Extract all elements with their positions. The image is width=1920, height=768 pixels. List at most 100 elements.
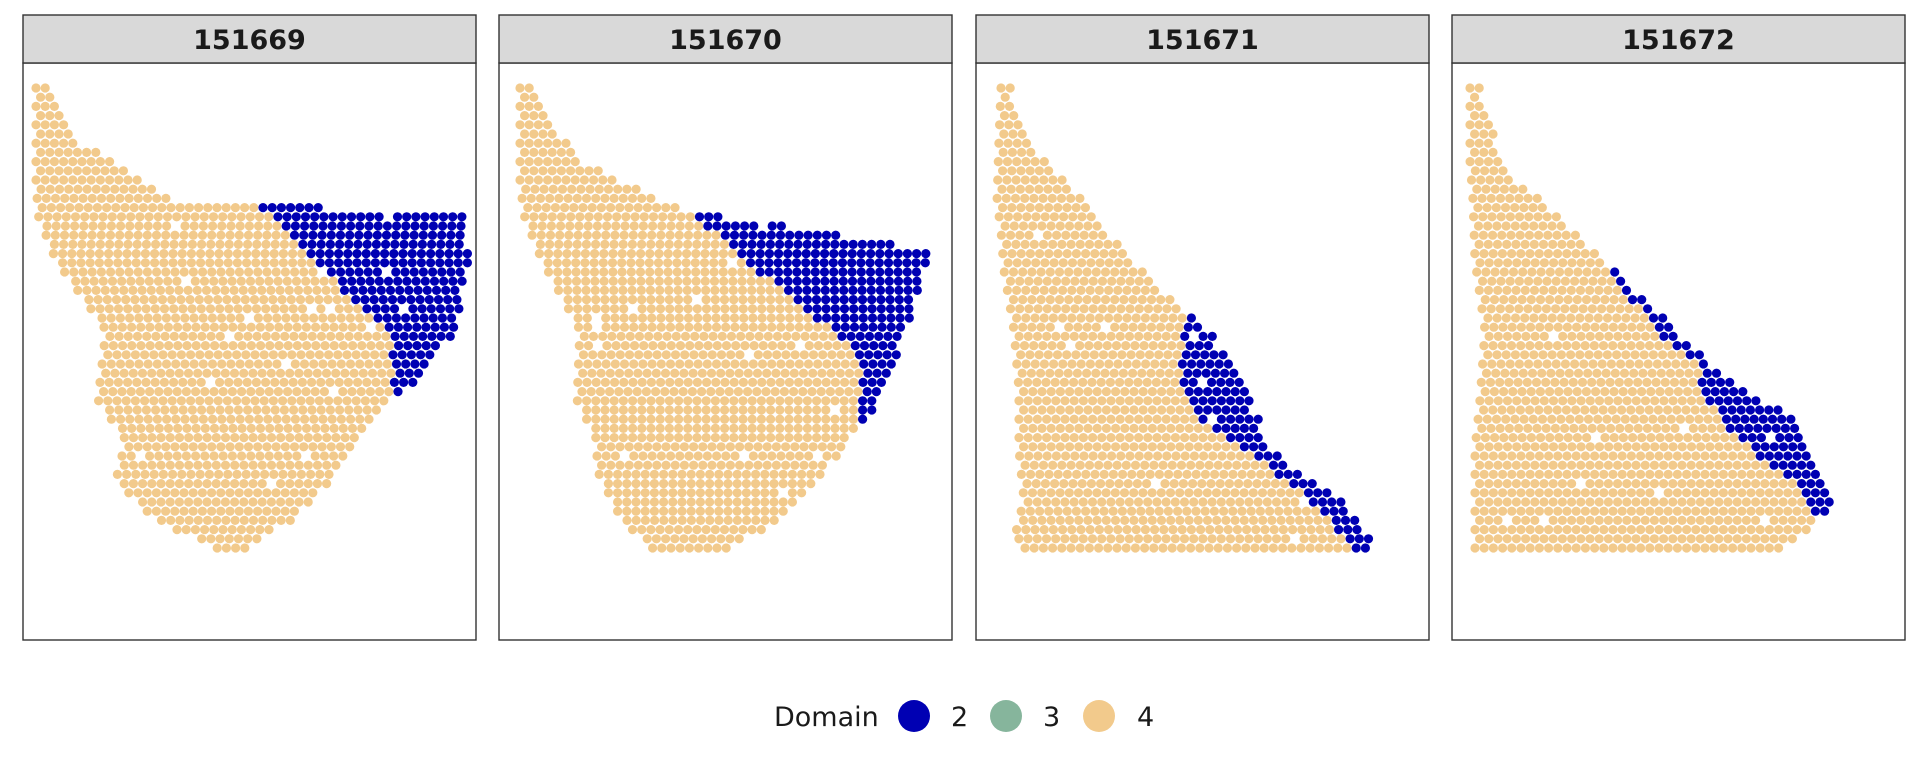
spot-domain-4 <box>212 203 222 213</box>
spot-domain-2 <box>819 258 829 268</box>
spot-domain-4 <box>1612 285 1622 295</box>
spot-domain-4 <box>221 203 231 213</box>
spot-domain-4 <box>799 350 809 360</box>
spot-domain-2 <box>876 304 886 314</box>
spot-domain-4 <box>1121 543 1131 553</box>
spot-domain-4 <box>1585 331 1595 341</box>
spot-domain-4 <box>684 221 695 231</box>
spot-domain-4 <box>1580 469 1590 479</box>
spot-domain-4 <box>1530 479 1540 489</box>
spot-domain-4 <box>642 534 652 544</box>
spot-domain-4 <box>124 267 134 277</box>
spot-domain-4 <box>728 276 738 286</box>
spot-domain-4 <box>530 184 540 194</box>
spot-domain-4 <box>1570 276 1580 286</box>
spot-domain-4 <box>1053 249 1063 259</box>
spot-domain-4 <box>1552 230 1562 240</box>
spot-domain-4 <box>237 451 247 461</box>
spot-domain-4 <box>1534 506 1544 516</box>
spot-domain-4 <box>1113 258 1124 268</box>
spot-domain-4 <box>31 157 41 167</box>
spot-domain-4 <box>629 322 639 332</box>
spot-domain-4 <box>297 304 308 314</box>
spot-domain-4 <box>1554 295 1564 305</box>
spot-domain-4 <box>707 460 717 470</box>
spot-domain-4 <box>538 147 548 157</box>
spot-domain-4 <box>209 451 219 461</box>
spot-domain-2 <box>847 267 857 277</box>
spot-domain-4 <box>637 295 647 305</box>
spot-domain-4 <box>705 479 715 489</box>
spot-domain-4 <box>1617 506 1627 516</box>
spot-domain-4 <box>134 414 144 424</box>
spot-domain-4 <box>1253 534 1263 544</box>
spot-domain-4 <box>225 442 235 452</box>
spot-domain-4 <box>1544 488 1554 498</box>
spot-domain-4 <box>1594 479 1604 489</box>
spot-domain-4 <box>142 193 153 203</box>
spot-domain-4 <box>1113 359 1123 369</box>
spot-domain-4 <box>1314 543 1324 553</box>
spot-domain-4 <box>818 331 829 341</box>
spot-domain-4 <box>1553 249 1563 259</box>
spot-domain-4 <box>1654 543 1664 553</box>
spot-domain-4 <box>646 295 656 305</box>
spot-domain-4 <box>1486 304 1496 314</box>
spot-domain-4 <box>40 120 50 130</box>
spot-domain-4 <box>741 497 752 507</box>
spot-domain-4 <box>1751 497 1761 507</box>
spot-domain-4 <box>295 295 306 305</box>
spot-domain-4 <box>163 451 173 461</box>
spot-domain-4 <box>377 368 387 378</box>
spot-domain-4 <box>271 267 281 277</box>
spot-domain-4 <box>188 506 198 516</box>
spot-domain-4 <box>1137 368 1147 378</box>
spot-domain-4 <box>1508 267 1519 277</box>
spot-domain-2 <box>1331 515 1341 526</box>
spot-domain-4 <box>652 350 662 360</box>
spot-domain-4 <box>253 230 263 240</box>
spot-domain-4 <box>757 377 767 387</box>
spot-domain-4 <box>117 387 127 397</box>
spot-domain-4 <box>1650 331 1660 341</box>
spot-domain-4 <box>683 433 693 443</box>
spot-domain-2 <box>1778 442 1789 452</box>
spot-domain-2 <box>416 350 426 360</box>
spot-domain-4 <box>111 203 121 213</box>
spot-domain-2 <box>1742 396 1752 406</box>
spot-domain-4 <box>743 387 753 397</box>
spot-domain-4 <box>839 396 849 406</box>
spot-domain-4 <box>757 313 767 323</box>
spot-domain-4 <box>520 147 530 157</box>
spot-domain-2 <box>439 276 449 286</box>
spot-domain-2 <box>877 313 887 323</box>
spot-domain-2 <box>1345 534 1355 544</box>
spot-domain-4 <box>1256 469 1266 479</box>
spot-domain-4 <box>1142 377 1152 387</box>
spot-domain-2 <box>849 313 859 323</box>
spot-domain-4 <box>1053 203 1063 213</box>
spot-domain-4 <box>669 387 679 397</box>
spot-domain-4 <box>533 120 544 130</box>
spot-domain-4 <box>159 249 169 259</box>
spot-domain-4 <box>253 442 263 452</box>
spot-domain-4 <box>1484 442 1494 452</box>
spot-domain-4 <box>1732 460 1742 470</box>
spot-domain-4 <box>1063 368 1073 378</box>
spot-domain-4 <box>1470 166 1480 176</box>
spot-domain-4 <box>1658 350 1668 360</box>
spot-domain-4 <box>611 221 621 231</box>
spot-domain-4 <box>769 479 779 489</box>
spot-domain-4 <box>591 414 601 424</box>
spot-domain-4 <box>1530 460 1540 470</box>
spot-domain-4 <box>749 341 759 351</box>
spot-domain-4 <box>278 469 288 479</box>
spot-domain-4 <box>1037 387 1047 397</box>
spot-domain-4 <box>239 368 249 378</box>
spot-domain-4 <box>1101 515 1111 526</box>
spot-domain-2 <box>374 212 384 222</box>
spot-domain-2 <box>318 221 328 231</box>
spot-domain-4 <box>142 331 152 341</box>
spot-domain-4 <box>1241 460 1251 470</box>
spot-domain-4 <box>666 543 676 553</box>
